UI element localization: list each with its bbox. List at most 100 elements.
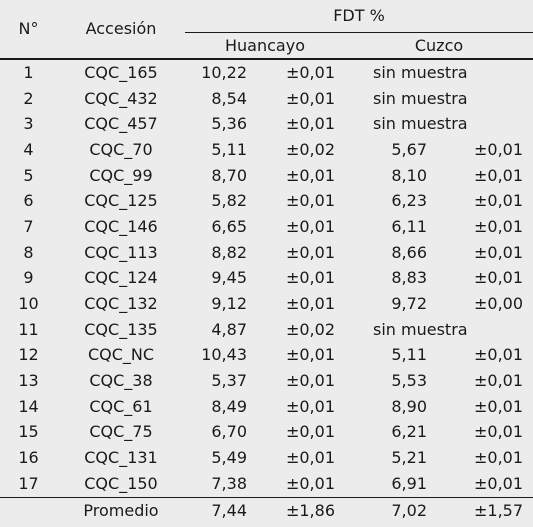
row-number: 16	[18, 448, 39, 468]
row-cuzco-value: 6,23	[391, 191, 427, 211]
row-cuzco-error: ±0,01	[474, 268, 524, 288]
row-accession: CQC_113	[84, 242, 158, 262]
row-huancayo-error: ±0,01	[285, 473, 335, 493]
table-row: 3 CQC_457 5,36 ±0,01 sin muestra	[0, 111, 533, 137]
table-row: 10 CQC_132 9,12 ±0,01 9,72 ±0,00	[0, 291, 533, 317]
row-accession: CQC_99	[89, 165, 153, 185]
row-number: 11	[18, 319, 39, 339]
row-huancayo-value: 6,70	[211, 422, 247, 442]
row-huancayo-error: ±0,01	[285, 345, 335, 365]
row-huancayo-error: ±0,01	[285, 191, 335, 211]
row-number: 1	[23, 62, 34, 82]
row-accession: CQC_457	[84, 114, 158, 134]
row-number: 12	[18, 345, 39, 365]
row-cuzco-error: ±0,01	[474, 216, 524, 236]
row-cuzco-value: 8,66	[391, 242, 427, 262]
average-huancayo-error: ±1,86	[255, 496, 345, 525]
row-huancayo-value: 5,36	[211, 114, 247, 134]
row-cuzco-value: 5,53	[391, 371, 427, 391]
header-accession: Accesión	[57, 0, 185, 60]
row-cuzco-error: ±0,01	[474, 345, 524, 365]
table-row: 4 CQC_70 5,11 ±0,02 5,67 ±0,01	[0, 137, 533, 163]
table-row: 7 CQC_146 6,65 ±0,01 6,11 ±0,01	[0, 214, 533, 240]
table-row: 16 CQC_131 5,49 ±0,01 5,21 ±0,01	[0, 445, 533, 471]
row-huancayo-error: ±0,01	[285, 294, 335, 314]
row-cuzco-error: ±0,00	[474, 294, 524, 314]
row-huancayo-error: ±0,01	[285, 216, 335, 236]
row-huancayo-value: 9,12	[211, 294, 247, 314]
row-cuzco-error: ±0,01	[474, 165, 524, 185]
row-number: 15	[18, 422, 39, 442]
row-cuzco-no-sample: sin muestra	[373, 62, 468, 82]
row-accession: CQC_432	[84, 88, 158, 108]
table-row: 15 CQC_75 6,70 ±0,01 6,21 ±0,01	[0, 420, 533, 446]
row-cuzco-value: 8,83	[391, 268, 427, 288]
row-number: 9	[23, 268, 34, 288]
row-cuzco-error: ±0,01	[474, 422, 524, 442]
row-huancayo-value: 8,49	[211, 396, 247, 416]
row-cuzco-no-sample: sin muestra	[373, 114, 468, 134]
row-cuzco-value: 6,91	[391, 473, 427, 493]
header-cuzco: Cuzco	[345, 32, 533, 60]
row-number: 14	[18, 396, 39, 416]
row-huancayo-value: 5,37	[211, 371, 247, 391]
row-huancayo-error: ±0,01	[285, 242, 335, 262]
row-accession: CQC_125	[84, 191, 158, 211]
row-huancayo-error: ±0,01	[285, 371, 335, 391]
row-cuzco-error: ±0,01	[474, 242, 524, 262]
row-cuzco-error: ±0,01	[474, 448, 524, 468]
row-huancayo-error: ±0,01	[285, 88, 335, 108]
row-huancayo-value: 8,70	[211, 165, 247, 185]
row-huancayo-value: 8,54	[211, 88, 247, 108]
row-cuzco-error: ±0,01	[474, 371, 524, 391]
row-huancayo-value: 8,82	[211, 242, 247, 262]
row-huancayo-error: ±0,01	[285, 422, 335, 442]
row-accession: CQC_70	[89, 139, 153, 159]
table-row: 9 CQC_124 9,45 ±0,01 8,83 ±0,01	[0, 266, 533, 292]
row-cuzco-error: ±0,01	[474, 473, 524, 493]
row-cuzco-no-sample: sin muestra	[373, 88, 468, 108]
row-accession: CQC_135	[84, 319, 158, 339]
row-number: 3	[23, 114, 34, 134]
row-number: 5	[23, 165, 34, 185]
row-huancayo-error: ±0,01	[285, 268, 335, 288]
header-n: N°	[0, 0, 57, 60]
row-huancayo-value: 10,43	[201, 345, 247, 365]
row-number: 6	[23, 191, 34, 211]
table-row: 6 CQC_125 5,82 ±0,01 6,23 ±0,01	[0, 188, 533, 214]
row-cuzco-value: 5,67	[391, 139, 427, 159]
row-huancayo-value: 7,38	[211, 473, 247, 493]
row-accession: CQC_38	[89, 371, 153, 391]
row-accession: CQC_124	[84, 268, 158, 288]
row-cuzco-error: ±0,01	[474, 396, 524, 416]
table-row: 5 CQC_99 8,70 ±0,01 8,10 ±0,01	[0, 163, 533, 189]
table-row: 1 CQC_165 10,22 ±0,01 sin muestra	[0, 59, 533, 86]
table-row: 13 CQC_38 5,37 ±0,01 5,53 ±0,01	[0, 368, 533, 394]
row-accession: CQC_132	[84, 294, 158, 314]
row-cuzco-error: ±0,01	[474, 191, 524, 211]
row-cuzco-error: ±0,01	[474, 139, 524, 159]
row-number: 17	[18, 473, 39, 493]
row-accession: CQC_61	[89, 396, 153, 416]
row-cuzco-value: 8,10	[391, 165, 427, 185]
average-cuzco-value: 7,02	[345, 496, 439, 525]
row-huancayo-error: ±0,01	[285, 165, 335, 185]
row-number: 13	[18, 371, 39, 391]
table-row: 17 CQC_150 7,38 ±0,01 6,91 ±0,01	[0, 471, 533, 497]
row-huancayo-value: 9,45	[211, 268, 247, 288]
row-huancayo-value: 5,49	[211, 448, 247, 468]
average-huancayo-value: 7,44	[185, 496, 255, 525]
row-huancayo-value: 4,87	[211, 319, 247, 339]
row-accession: CQC_NC	[87, 345, 155, 365]
header-fdt: FDT %	[185, 0, 533, 33]
table-row: 8 CQC_113 8,82 ±0,01 8,66 ±0,01	[0, 240, 533, 266]
row-accession: CQC_165	[84, 62, 158, 82]
average-row: Promedio 7,44 ±1,86 7,02 ±1,57	[0, 496, 533, 525]
row-number: 10	[18, 294, 39, 314]
table-row: 2 CQC_432 8,54 ±0,01 sin muestra	[0, 86, 533, 112]
average-n	[0, 496, 57, 525]
average-label: Promedio	[57, 496, 185, 525]
row-cuzco-no-sample: sin muestra	[373, 319, 468, 339]
table-body: 1 CQC_165 10,22 ±0,01 sin muestra 2 CQC_432 8,5…	[0, 59, 533, 497]
